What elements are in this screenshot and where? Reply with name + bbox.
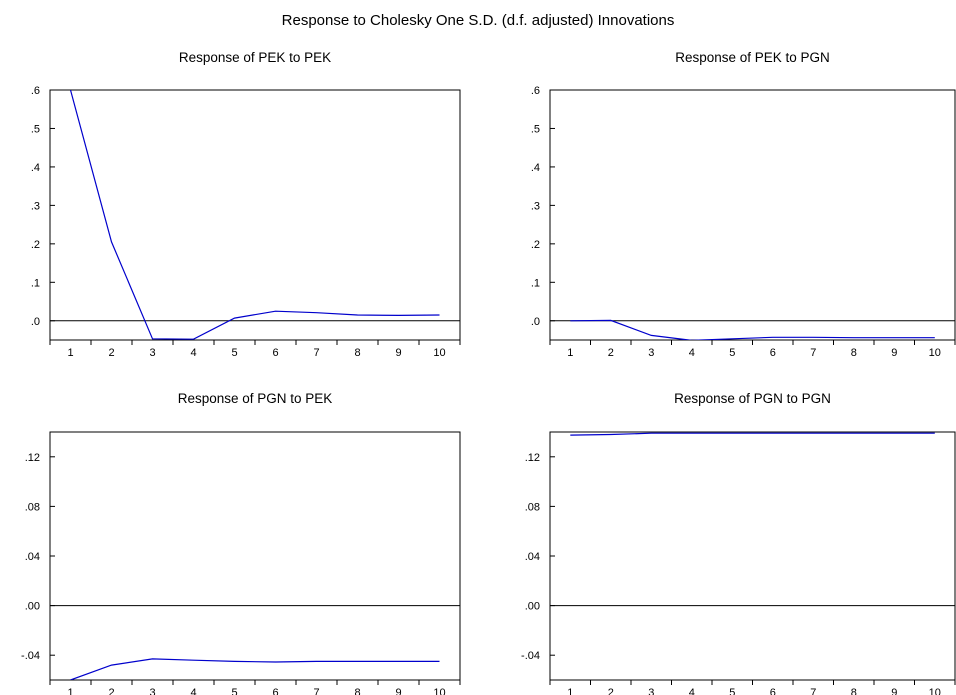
panel-title: Response of PGN to PGN bbox=[674, 391, 831, 406]
x-tick-label: 3 bbox=[648, 687, 654, 695]
y-tick-label: .6 bbox=[31, 85, 40, 97]
x-tick-label: 7 bbox=[313, 347, 319, 359]
y-tick-label: .4 bbox=[31, 162, 40, 174]
y-tick-label: .04 bbox=[525, 551, 540, 563]
x-tick-label: 10 bbox=[929, 347, 941, 359]
chart-panel: Response of PGN to PGN -.04 .00 .04 .08 .12 1 2… bbox=[521, 391, 956, 695]
x-tick-label: 8 bbox=[354, 687, 360, 695]
y-tick-label: .4 bbox=[531, 162, 540, 174]
panel-title: Response of PGN to PEK bbox=[178, 391, 333, 406]
x-tick-label: 3 bbox=[648, 347, 654, 359]
y-tick-label: .08 bbox=[525, 501, 540, 513]
x-tick-label: 9 bbox=[395, 347, 401, 359]
x-tick-label: 2 bbox=[108, 347, 114, 359]
y-tick-label: .00 bbox=[25, 601, 40, 613]
y-tick-label: .3 bbox=[531, 200, 540, 212]
y-tick-label: .2 bbox=[531, 239, 540, 251]
y-tick-label: .1 bbox=[31, 277, 40, 289]
x-tick-label: 6 bbox=[770, 347, 776, 359]
y-tick-label: .12 bbox=[25, 452, 40, 464]
x-tick-label: 4 bbox=[190, 347, 196, 359]
chart-panel: Response of PGN to PEK -.04 .00 .04 .08 .12 1 2… bbox=[21, 391, 461, 695]
x-tick-label: 4 bbox=[689, 687, 695, 695]
x-tick-label: 7 bbox=[313, 687, 319, 695]
y-tick-label: .04 bbox=[25, 551, 40, 563]
plot-frame bbox=[549, 431, 956, 681]
x-tick-label: 2 bbox=[608, 687, 614, 695]
x-tick-label: 6 bbox=[272, 687, 278, 695]
plot-frame bbox=[549, 89, 956, 341]
x-tick-label: 5 bbox=[231, 687, 237, 695]
x-tick-label: 2 bbox=[608, 347, 614, 359]
x-tick-label: 6 bbox=[770, 687, 776, 695]
panel-title: Response of PEK to PGN bbox=[675, 50, 830, 65]
x-tick-label: 1 bbox=[67, 687, 73, 695]
series-line bbox=[69, 90, 440, 340]
x-tick-label: 10 bbox=[929, 687, 941, 695]
figure-title: Response to Cholesky One S.D. (d.f. adju… bbox=[282, 12, 675, 29]
x-tick-label: 2 bbox=[108, 687, 114, 695]
series-line bbox=[570, 319, 935, 340]
panel-title: Response of PEK to PEK bbox=[179, 50, 331, 65]
x-tick-label: 9 bbox=[395, 687, 401, 695]
x-tick-label: 4 bbox=[190, 687, 196, 695]
x-tick-label: 7 bbox=[810, 687, 816, 695]
x-tick-label: 8 bbox=[851, 347, 857, 359]
panels: Response of PEK to PEK .0 .1 .2 .3 .4 .5 .6 1 2 3 4… bbox=[21, 50, 956, 695]
series-line bbox=[70, 658, 440, 680]
y-tick-label: .00 bbox=[525, 601, 540, 613]
y-tick-label: -.04 bbox=[521, 650, 540, 662]
y-tick-label: .5 bbox=[531, 123, 540, 135]
y-tick-label: .1 bbox=[531, 277, 540, 289]
x-tick-label: 7 bbox=[810, 347, 816, 359]
x-tick-label: 5 bbox=[231, 347, 237, 359]
y-tick-label: .6 bbox=[531, 85, 540, 97]
y-tick-label: .5 bbox=[31, 123, 40, 135]
x-tick-label: 3 bbox=[149, 347, 155, 359]
x-tick-label: 1 bbox=[567, 687, 573, 695]
y-tick-label: .3 bbox=[31, 200, 40, 212]
y-tick-label: -.04 bbox=[21, 650, 40, 662]
x-tick-label: 8 bbox=[851, 687, 857, 695]
y-tick-label: .0 bbox=[31, 316, 40, 328]
x-tick-label: 3 bbox=[149, 687, 155, 695]
y-tick-label: .0 bbox=[531, 316, 540, 328]
x-tick-label: 10 bbox=[433, 687, 445, 695]
plot-frame bbox=[49, 431, 461, 681]
x-tick-label: 10 bbox=[433, 347, 445, 359]
chart-panel: Response of PEK to PEK .0 .1 .2 .3 .4 .5 .6 1 2 3 4… bbox=[31, 50, 461, 359]
x-tick-label: 6 bbox=[272, 347, 278, 359]
series-line bbox=[570, 432, 935, 436]
x-tick-label: 1 bbox=[567, 347, 573, 359]
y-tick-label: .2 bbox=[31, 239, 40, 251]
chart-panel: Response of PEK to PGN .0 .1 .2 .3 .4 .5 .6 1 2 3 4… bbox=[531, 50, 956, 359]
x-tick-label: 1 bbox=[67, 347, 73, 359]
x-tick-label: 5 bbox=[729, 687, 735, 695]
x-tick-label: 5 bbox=[729, 347, 735, 359]
plot-frame bbox=[49, 89, 461, 341]
x-tick-label: 8 bbox=[354, 347, 360, 359]
y-tick-label: .08 bbox=[25, 501, 40, 513]
x-tick-label: 9 bbox=[891, 347, 897, 359]
x-tick-label: 4 bbox=[689, 347, 695, 359]
x-tick-label: 9 bbox=[891, 687, 897, 695]
y-tick-label: .12 bbox=[525, 452, 540, 464]
